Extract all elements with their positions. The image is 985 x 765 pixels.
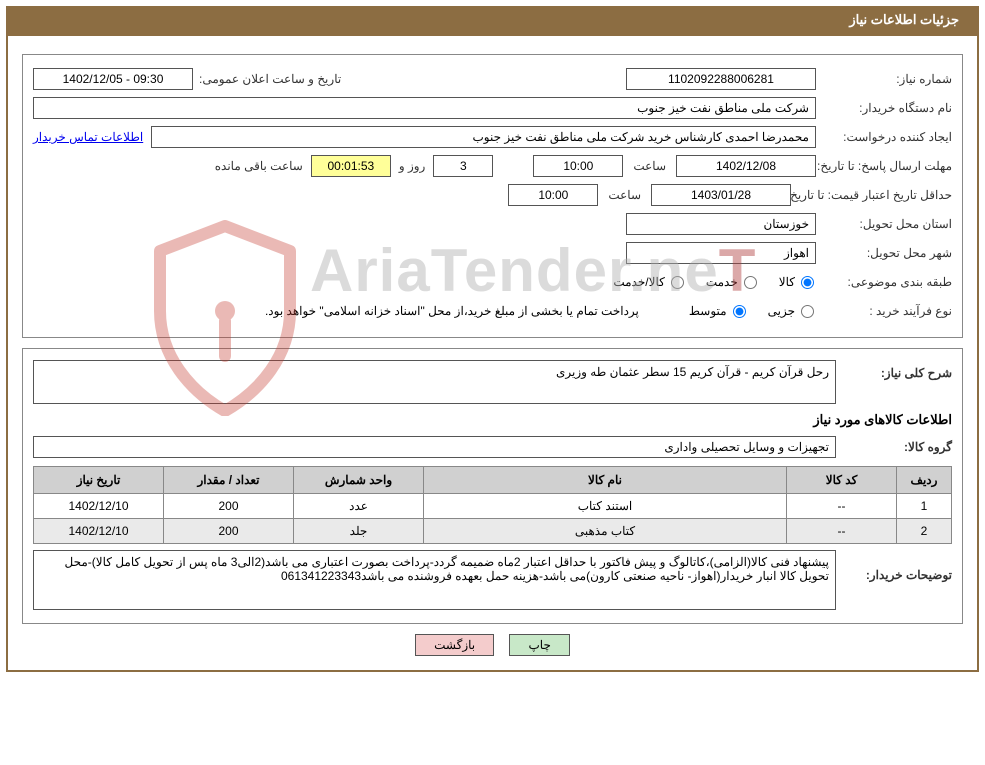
items-table: ردیف کد کالا نام کالا واحد شمارش تعداد /…: [33, 466, 952, 544]
province-value: خوزستان: [626, 213, 816, 235]
radio-goods-label: کالا: [779, 275, 795, 289]
table-cell-unit: عدد: [294, 494, 424, 519]
th-qty: تعداد / مقدار: [164, 467, 294, 494]
table-head-row: ردیف کد کالا نام کالا واحد شمارش تعداد /…: [34, 467, 952, 494]
th-date: تاریخ نیاز: [34, 467, 164, 494]
row-category: طبقه بندی موضوعی: کالا خدمت کالا/خدمت: [33, 269, 952, 295]
radio-goods[interactable]: [801, 276, 814, 289]
response-deadline-date: 1402/12/08: [676, 155, 816, 177]
goods-group-value: تجهیزات و وسایل تحصیلی واداری: [33, 436, 836, 458]
category-label: طبقه بندی موضوعی:: [822, 275, 952, 289]
goods-group-label: گروه کالا:: [842, 440, 952, 454]
buyer-notes-textarea[interactable]: [33, 550, 836, 610]
time-label-1: ساعت: [633, 159, 666, 173]
requester-label: ایجاد کننده درخواست:: [822, 130, 952, 144]
radio-goods-service[interactable]: [671, 276, 684, 289]
row-buyer-notes: توضیحات خریدار:: [33, 550, 952, 610]
title-bar-text: جزئیات اطلاعات نیاز: [849, 12, 959, 27]
price-validity-label: حداقل تاریخ اعتبار قیمت: تا تاریخ:: [797, 188, 952, 202]
row-buyer-org: نام دستگاه خریدار: شرکت ملی مناطق نفت خی…: [33, 95, 952, 121]
table-cell-row: 1: [897, 494, 952, 519]
radio-minor-label: جزیی: [768, 304, 795, 318]
buyer-org-label: نام دستگاه خریدار:: [822, 101, 952, 115]
radio-minor[interactable]: [801, 305, 814, 318]
row-province: استان محل تحویل: خوزستان: [33, 211, 952, 237]
th-unit: واحد شمارش: [294, 467, 424, 494]
details-section: شرح کلی نیاز: اطلاعات کالاهای مورد نیاز …: [22, 348, 963, 624]
time-label-2: ساعت: [608, 188, 641, 202]
need-number-value: 1102092288006281: [626, 68, 816, 90]
table-cell-name: کتاب مذهبی: [424, 519, 787, 544]
province-label: استان محل تحویل:: [822, 217, 952, 231]
row-goods-group: گروه کالا: تجهیزات و وسایل تحصیلی واداری: [33, 434, 952, 460]
radio-medium[interactable]: [733, 305, 746, 318]
row-price-validity: حداقل تاریخ اعتبار قیمت: تا تاریخ: 1403/…: [33, 182, 952, 208]
th-code: کد کالا: [787, 467, 897, 494]
table-cell-qty: 200: [164, 519, 294, 544]
requester-value: محمدرضا احمدی کارشناس خرید شرکت ملی مناط…: [151, 126, 816, 148]
row-response-deadline: مهلت ارسال پاسخ: تا تاریخ: 1402/12/08 سا…: [33, 153, 952, 179]
table-cell-unit: جلد: [294, 519, 424, 544]
radio-goods-service-label: کالا/خدمت: [613, 275, 664, 289]
general-desc-label: شرح کلی نیاز:: [842, 360, 952, 380]
row-need-number: شماره نیاز: 1102092288006281 تاریخ و ساع…: [33, 66, 952, 92]
radio-service-label: خدمت: [706, 275, 738, 289]
table-cell-date: 1402/12/10: [34, 494, 164, 519]
radio-service-group: خدمت: [706, 275, 759, 289]
main-panel: شماره نیاز: 1102092288006281 تاریخ و ساع…: [6, 34, 979, 672]
response-deadline-time: 10:00: [533, 155, 623, 177]
radio-minor-group: جزیی: [768, 304, 816, 318]
row-requester: ایجاد کننده درخواست: محمدرضا احمدی کارشن…: [33, 124, 952, 150]
buyer-notes-label: توضیحات خریدار:: [842, 550, 952, 582]
table-cell-name: استند کتاب: [424, 494, 787, 519]
contact-link[interactable]: اطلاعات تماس خریدار: [33, 130, 143, 144]
announce-dt-label: تاریخ و ساعت اعلان عمومی:: [199, 72, 341, 86]
row-general-desc: شرح کلی نیاز:: [33, 360, 952, 404]
table-cell-code: --: [787, 494, 897, 519]
countdown: 00:01:53: [311, 155, 391, 177]
buyer-org-value: شرکت ملی مناطق نفت خیز جنوب: [33, 97, 816, 119]
radio-goods-group: کالا: [779, 275, 816, 289]
hours-remaining-label: ساعت باقی مانده: [215, 159, 303, 173]
footer-buttons: چاپ بازگشت: [22, 634, 963, 656]
response-deadline-label: مهلت ارسال پاسخ: تا تاریخ:: [822, 159, 952, 173]
radio-medium-group: متوسط: [689, 304, 748, 318]
items-header: اطلاعات کالاهای مورد نیاز: [33, 412, 952, 428]
table-cell-date: 1402/12/10: [34, 519, 164, 544]
days-and-label: روز و: [399, 159, 426, 173]
table-cell-row: 2: [897, 519, 952, 544]
table-cell-code: --: [787, 519, 897, 544]
print-button[interactable]: چاپ: [509, 634, 569, 656]
th-name: نام کالا: [424, 467, 787, 494]
table-row: 2--کتاب مذهبیجلد2001402/12/10: [34, 519, 952, 544]
radio-goods-service-group: کالا/خدمت: [613, 275, 685, 289]
city-label: شهر محل تحویل:: [822, 246, 952, 260]
th-row: ردیف: [897, 467, 952, 494]
purchase-type-label: نوع فرآیند خرید :: [822, 304, 952, 318]
row-purchase-type: نوع فرآیند خرید : جزیی متوسط پرداخت تمام…: [33, 298, 952, 324]
payment-note: پرداخت تمام یا بخشی از مبلغ خرید،از محل …: [265, 304, 639, 318]
radio-service[interactable]: [744, 276, 757, 289]
title-bar: جزئیات اطلاعات نیاز: [6, 6, 979, 34]
back-button[interactable]: بازگشت: [415, 634, 494, 656]
announce-dt-value: 1402/12/05 - 09:30: [33, 68, 193, 90]
table-row: 1--استند کتابعدد2001402/12/10: [34, 494, 952, 519]
radio-medium-label: متوسط: [689, 304, 727, 318]
price-validity-date: 1403/01/28: [651, 184, 791, 206]
general-desc-textarea[interactable]: [33, 360, 836, 404]
days-remaining: 3: [433, 155, 493, 177]
city-value: اهواز: [626, 242, 816, 264]
need-number-label: شماره نیاز:: [822, 72, 952, 86]
table-cell-qty: 200: [164, 494, 294, 519]
info-section: شماره نیاز: 1102092288006281 تاریخ و ساع…: [22, 54, 963, 338]
price-validity-time: 10:00: [508, 184, 598, 206]
row-city: شهر محل تحویل: اهواز: [33, 240, 952, 266]
